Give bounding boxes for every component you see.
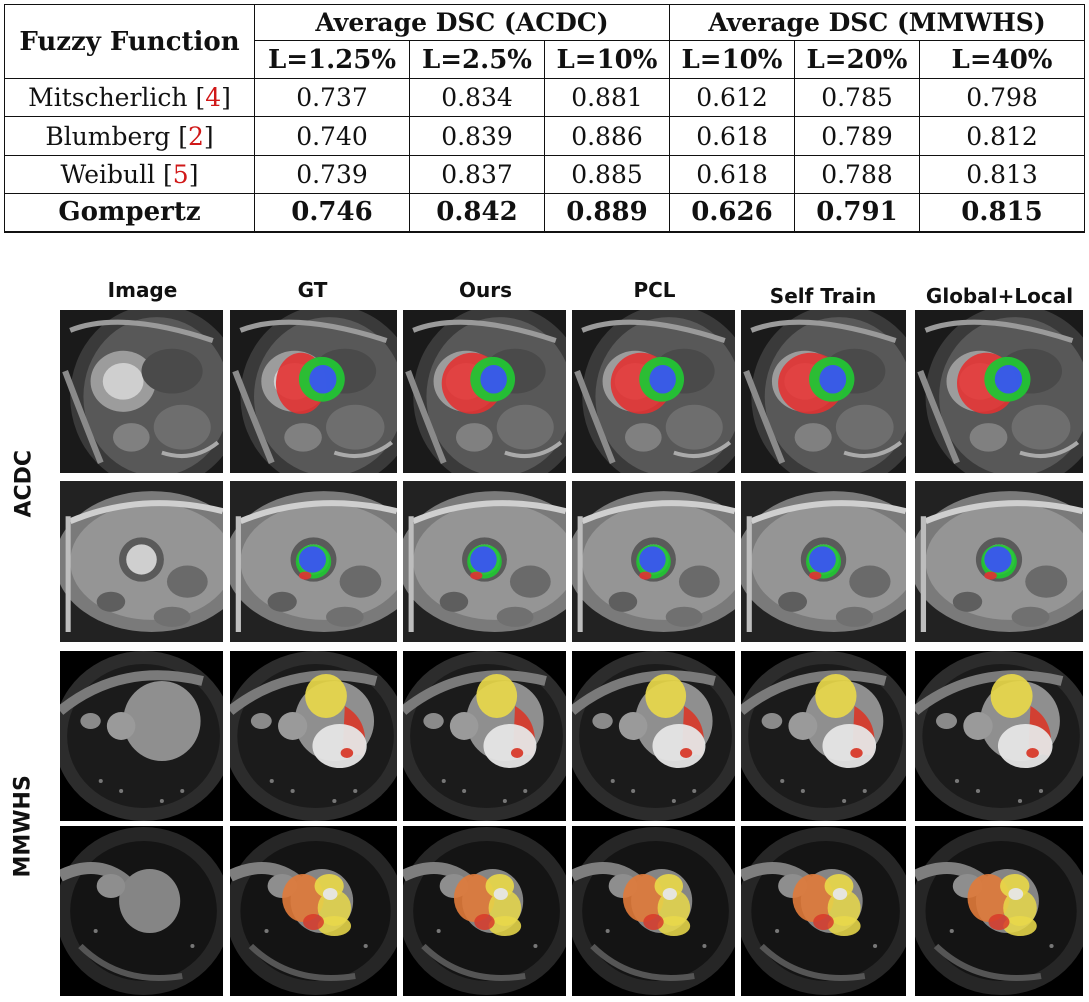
table-cell: 0.618 xyxy=(669,116,795,156)
segmentation-image-acdc-2-image xyxy=(60,481,223,642)
segmentation-image-mmwhs-2-gt xyxy=(230,826,397,996)
table-cell: 0.834 xyxy=(409,78,545,118)
row-name: Gompertz xyxy=(4,192,255,233)
segmentation-image-mmwhs-1-pcl xyxy=(572,651,735,821)
segmentation-image-acdc-1-self-train xyxy=(741,310,906,473)
table-row: Blumberg [2] 0.740 0.839 0.886 0.618 0.7… xyxy=(4,116,1086,156)
row-name: Weibull [5] xyxy=(4,154,255,194)
segmentation-image-mmwhs-2-global-local xyxy=(915,826,1083,996)
segmentation-image-acdc-2-gt xyxy=(230,481,397,642)
segmentation-image-mmwhs-2-image xyxy=(60,826,223,996)
segmentation-image-acdc-1-gt xyxy=(230,310,397,473)
sub-header: L=2.5% xyxy=(409,40,545,80)
row-name: Blumberg [2] xyxy=(4,116,255,156)
table-cell: 0.626 xyxy=(669,192,795,233)
table-cell: 0.737 xyxy=(254,78,410,118)
table-row: Weibull [5] 0.739 0.837 0.885 0.618 0.78… xyxy=(4,154,1086,194)
results-table: Fuzzy Function Average DSC (ACDC) Averag… xyxy=(4,3,1086,233)
row-label-mmwhs: MMWHS xyxy=(10,775,36,878)
table-row: Mitscherlich [4] 0.737 0.834 0.881 0.612… xyxy=(4,78,1086,118)
table-cell: 0.612 xyxy=(669,78,795,118)
table-cell: 0.618 xyxy=(669,154,795,194)
sub-header: L=20% xyxy=(794,40,920,80)
citation-link[interactable]: 4 xyxy=(205,83,222,113)
table-cell: 0.886 xyxy=(544,116,670,156)
column-header-pcl: PCL xyxy=(633,278,676,302)
table-cell: 0.746 xyxy=(254,192,410,233)
segmentation-image-acdc-1-pcl xyxy=(572,310,735,473)
table-cell: 0.889 xyxy=(544,192,670,233)
column-header-gt: GT xyxy=(297,278,328,302)
column-header-image: Image xyxy=(107,278,178,302)
table-cell: 0.881 xyxy=(544,78,670,118)
table-cell: 0.813 xyxy=(918,154,1086,194)
table-cell: 0.815 xyxy=(918,192,1086,233)
row-label-acdc: ACDC xyxy=(11,449,37,518)
table-cell: 0.837 xyxy=(409,154,545,194)
row-name: Mitscherlich [4] xyxy=(4,78,255,118)
table-cell: 0.740 xyxy=(254,116,410,156)
column-header-ours: Ours xyxy=(458,278,512,302)
citation-link[interactable]: 2 xyxy=(187,121,204,151)
citation-link[interactable]: 5 xyxy=(172,159,189,189)
header-acdc-group: Average DSC (ACDC) xyxy=(254,3,670,42)
sub-header: L=10% xyxy=(544,40,670,80)
segmentation-image-mmwhs-1-self-train xyxy=(741,651,906,821)
table-cell: 0.739 xyxy=(254,154,410,194)
segmentation-image-mmwhs-1-global-local xyxy=(915,651,1083,821)
table-cell: 0.798 xyxy=(918,78,1086,118)
table-cell: 0.789 xyxy=(794,116,920,156)
segmentation-image-mmwhs-2-self-train xyxy=(741,826,906,996)
table-cell: 0.885 xyxy=(544,154,670,194)
table-cell: 0.785 xyxy=(794,78,920,118)
table-cell: 0.839 xyxy=(409,116,545,156)
sub-header: L=10% xyxy=(669,40,795,80)
segmentation-image-acdc-1-image xyxy=(60,310,223,473)
sub-header: L=40% xyxy=(918,40,1086,80)
header-fuzzy-function: Fuzzy Function xyxy=(4,3,255,80)
column-header-self-train: Self Train xyxy=(769,284,877,308)
table-cell: 0.791 xyxy=(794,192,920,233)
segmentation-image-acdc-1-global-local xyxy=(915,310,1083,473)
segmentation-image-mmwhs-2-ours xyxy=(403,826,566,996)
segmentation-image-acdc-2-global-local xyxy=(915,481,1083,642)
segmentation-image-mmwhs-1-image xyxy=(60,651,223,821)
column-header-global-local: Global+Local xyxy=(925,284,1074,308)
segmentation-image-mmwhs-1-ours xyxy=(403,651,566,821)
segmentation-image-mmwhs-1-gt xyxy=(230,651,397,821)
segmentation-image-acdc-2-ours xyxy=(403,481,566,642)
table-cell: 0.812 xyxy=(918,116,1086,156)
segmentation-image-mmwhs-2-pcl xyxy=(572,826,735,996)
segmentation-image-acdc-2-pcl xyxy=(572,481,735,642)
sub-header: L=1.25% xyxy=(254,40,410,80)
header-mmwhs-group: Average DSC (MMWHS) xyxy=(668,3,1086,42)
table-cell: 0.842 xyxy=(409,192,545,233)
table-cell: 0.788 xyxy=(794,154,920,194)
segmentation-image-acdc-1-ours xyxy=(403,310,566,473)
segmentation-image-acdc-2-self-train xyxy=(741,481,906,642)
table-row-best: Gompertz 0.746 0.842 0.889 0.626 0.791 0… xyxy=(4,192,1086,233)
